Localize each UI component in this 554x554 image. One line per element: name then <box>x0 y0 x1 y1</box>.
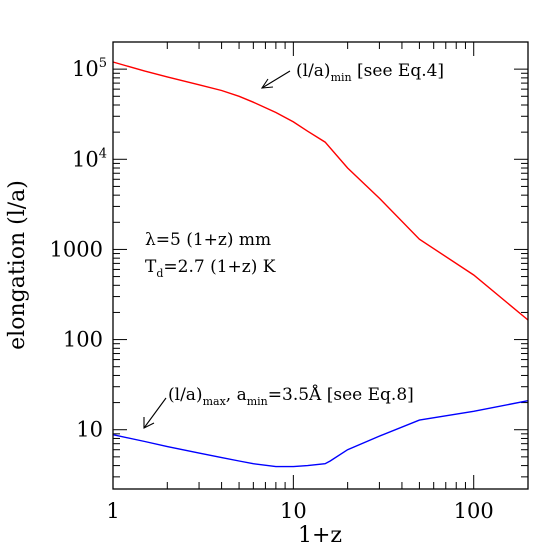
series-line-red <box>112 61 529 321</box>
x-axis-label: 1+z <box>298 523 342 548</box>
x-tick-label: 1 <box>106 499 119 523</box>
y-tick-label: 104 <box>72 146 107 171</box>
y-tick-label: 10 <box>76 418 103 442</box>
y-tick-label: 100 <box>63 328 103 352</box>
annotation-blue-arrow <box>143 397 167 429</box>
y-tick-label: 1000 <box>50 237 103 261</box>
annotation-red-arrow <box>260 70 291 89</box>
annotation-red: (l/a)min [see Eq.4] <box>296 61 444 84</box>
x-tick-label: 100 <box>454 499 494 523</box>
annotation-blue: (l/a)max, amin=3.5Å [see Eq.8] <box>168 384 414 408</box>
series-line-blue <box>112 400 529 468</box>
x-tick-label: 10 <box>280 499 307 523</box>
y-axis-label: elongation (l/a) <box>5 180 30 350</box>
param-temperature: Td=2.7 (1+z) K <box>145 257 276 280</box>
tick-labels: 1 10 100 10 100 1000 104 105 <box>50 56 494 523</box>
param-wavelength: λ=5 (1+z) mm <box>145 230 271 250</box>
plot-frame <box>112 41 529 490</box>
curves <box>112 61 529 468</box>
y-tick-label: 105 <box>72 56 107 81</box>
